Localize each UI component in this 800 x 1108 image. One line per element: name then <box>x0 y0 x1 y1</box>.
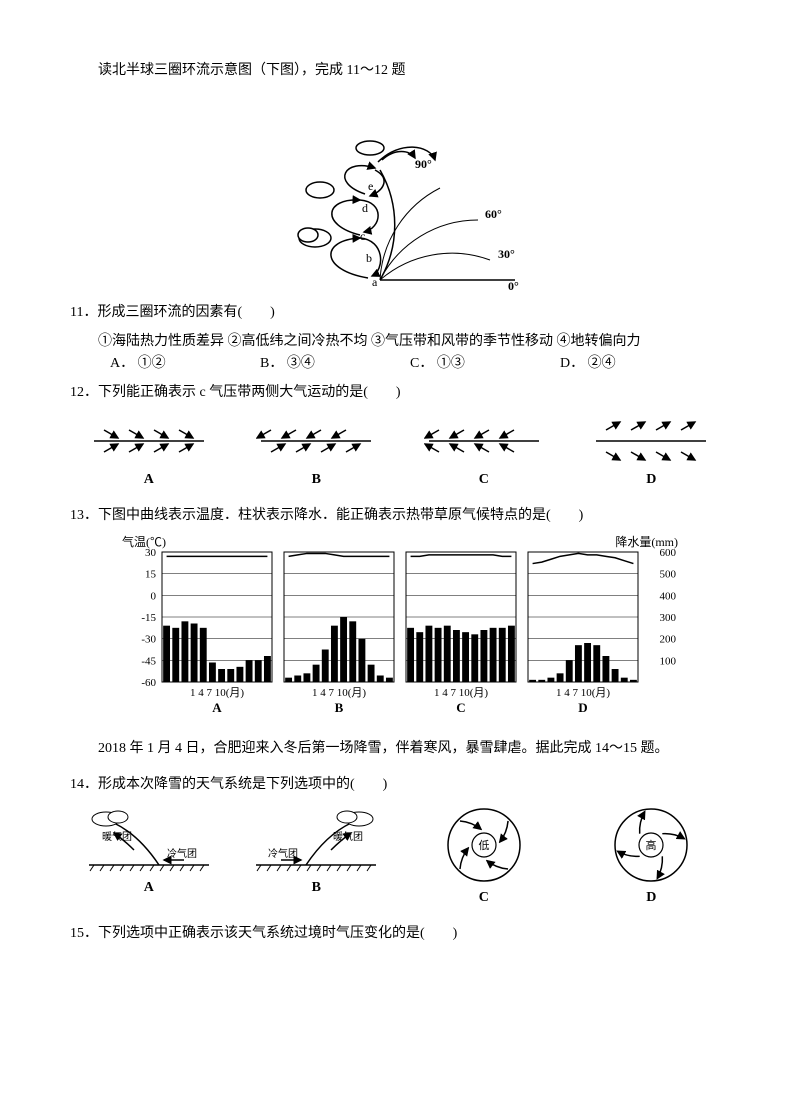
label-0: 0° <box>508 279 519 290</box>
weather-fig-B: 暖气团 冷气团 B <box>238 805 396 909</box>
svg-text:暖气团: 暖气团 <box>102 830 132 843</box>
svg-text:-45: -45 <box>141 655 156 667</box>
svg-text:1 4 7 10(月): 1 4 7 10(月) <box>190 687 244 699</box>
label-e: e <box>368 179 373 193</box>
svg-text:1 4 7 10(月): 1 4 7 10(月) <box>434 687 488 699</box>
q13-stem: 13．下图中曲线表示温度．柱状表示降水．能正确表示热带草原气候特点的是( ) <box>70 505 730 527</box>
arrow-fig-C: C <box>405 412 563 491</box>
weather-fig-D: 高 D <box>573 805 731 909</box>
arrow-fig-D: D <box>573 412 731 491</box>
q15-stem: 15．下列选项中正确表示该天气系统过境时气压变化的是( ) <box>70 923 730 945</box>
q11-opt-c: C． ①③ <box>410 353 560 375</box>
svg-text:1 4 7 10(月): 1 4 7 10(月) <box>312 687 366 699</box>
q11-opt-d: D． ②④ <box>560 353 710 375</box>
svg-text:冷气团: 冷气团 <box>167 847 197 860</box>
q11-stem: 11．形成三圈环流的因素有( ) <box>70 302 730 324</box>
svg-text:气温(℃): 气温(℃) <box>122 534 166 549</box>
q11-line2: ①海陆热力性质差异 ②高低纬之间冷热不均 ③气压带和风带的季节性移动 ④地转偏向… <box>70 331 730 353</box>
svg-text:暖气团: 暖气团 <box>333 830 363 843</box>
svg-text:-15: -15 <box>141 612 156 624</box>
svg-text:-30: -30 <box>141 633 156 645</box>
svg-text:30: 30 <box>145 547 157 559</box>
weather-figures: 暖气团 冷气团 A 暖气团 冷气团 B 低 C 高 D <box>70 805 730 909</box>
label-30: 30° <box>498 247 515 261</box>
label-d: d <box>362 201 368 215</box>
label-a: a <box>372 275 378 289</box>
svg-text:200: 200 <box>660 633 677 645</box>
q11-opt-b: B． ③④ <box>260 353 410 375</box>
svg-text:A: A <box>212 700 222 715</box>
label-c: c <box>360 229 365 243</box>
svg-text:1 4 7 10(月): 1 4 7 10(月) <box>556 687 610 699</box>
svg-text:500: 500 <box>660 568 677 580</box>
label-60: 60° <box>485 207 502 221</box>
svg-text:400: 400 <box>660 590 677 602</box>
intro-text-1: 读北半球三圈环流示意图（下图），完成 11～12 题 <box>70 60 730 82</box>
arrow-fig-B: B <box>238 412 396 491</box>
svg-text:冷气团: 冷气团 <box>268 847 298 860</box>
q14-stem: 14．形成本次降雪的天气系统是下列选项中的( ) <box>70 774 730 796</box>
svg-text:D: D <box>578 700 587 715</box>
svg-text:C: C <box>456 700 465 715</box>
svg-text:15: 15 <box>145 568 157 580</box>
svg-text:0: 0 <box>151 590 157 602</box>
svg-text:100: 100 <box>660 655 677 667</box>
svg-text:B: B <box>335 700 344 715</box>
weather-fig-C: 低 C <box>405 805 563 909</box>
climate-figure: 气温(℃)30150-15-30-45-60降水量(mm)60050040030… <box>70 534 730 724</box>
svg-text:300: 300 <box>660 612 677 624</box>
label-b: b <box>366 251 372 265</box>
arrow-figures: A B C D <box>70 412 730 491</box>
intro-text-2: 2018 年 1 月 4 日，合肥迎来入冬后第一场降雪，伴着寒风，暴雪肆虐。据此… <box>70 738 730 760</box>
q12-stem: 12．下列能正确表示 c 气压带两侧大气运动的是( ) <box>70 382 730 404</box>
weather-fig-A: 暖气团 冷气团 A <box>70 805 228 909</box>
svg-text:-60: -60 <box>141 677 156 689</box>
label-90: 90° <box>415 157 432 171</box>
svg-text:高: 高 <box>646 838 657 852</box>
arrow-fig-A: A <box>70 412 228 491</box>
svg-text:600: 600 <box>660 547 677 559</box>
svg-text:低: 低 <box>478 839 489 852</box>
q11-opt-a: A． ①② <box>110 353 260 375</box>
figure-three-cell: a b c d e 90° 60° 30° 0° <box>70 90 730 290</box>
